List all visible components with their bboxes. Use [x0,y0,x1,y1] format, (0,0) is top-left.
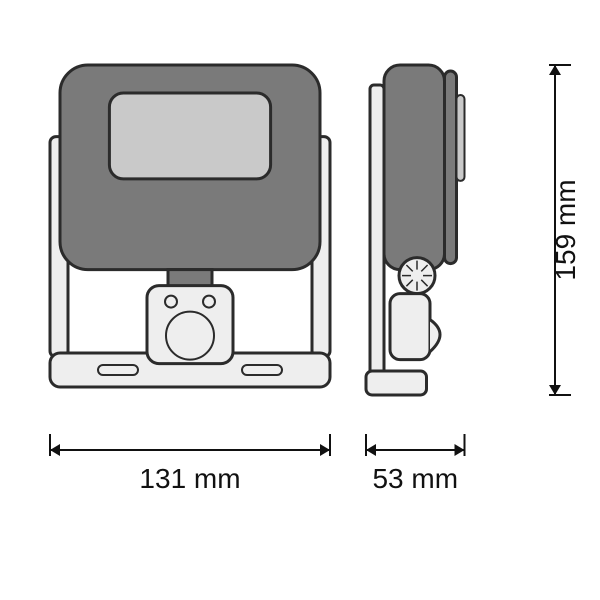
height-dimension-label: 159 mm [550,179,581,280]
technical-drawing: 131 mm 53 mm 159 mm [0,0,600,600]
depth-dimension-label: 53 mm [372,463,458,494]
width-dimension-label: 131 mm [139,463,240,494]
